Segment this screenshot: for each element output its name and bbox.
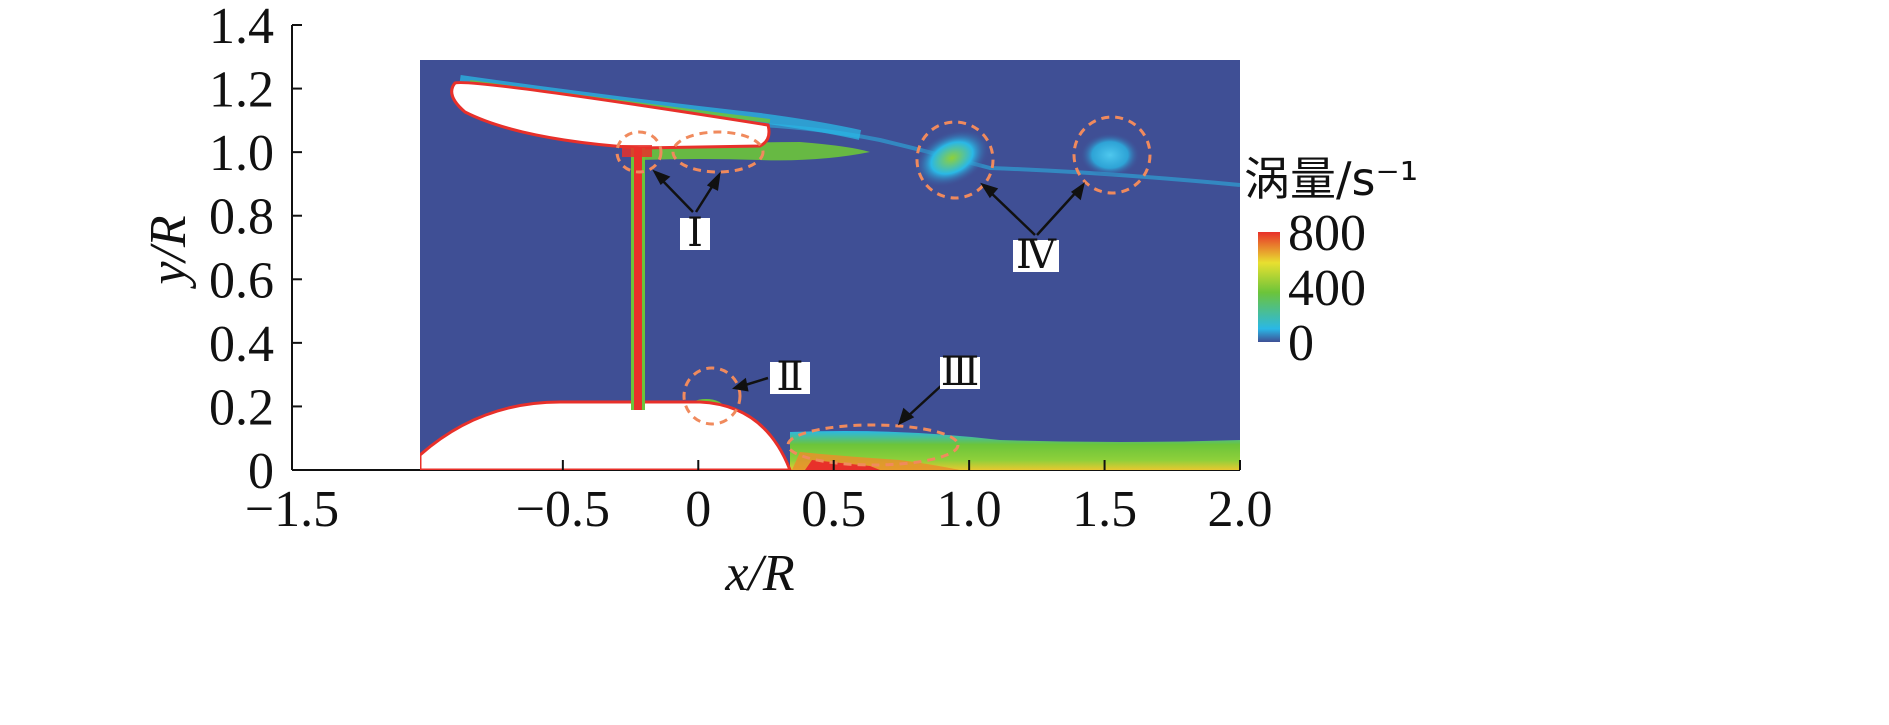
y-tick-label: 0.8: [209, 189, 274, 246]
y-tick-label: 1.2: [209, 62, 274, 119]
annotation-label-II: Ⅱ: [776, 354, 803, 399]
colorbar-tick-label: 400: [1288, 260, 1366, 317]
annotation-label-I: Ⅰ: [687, 210, 703, 255]
annotation-circle-IV-a: [915, 120, 995, 200]
colorbar-tick-label: 0: [1288, 315, 1314, 372]
y-tick-label: 0: [248, 443, 274, 500]
annotation-circle-III: [786, 423, 960, 467]
annotation-arrows: [652, 169, 1085, 426]
x-tick-label: 2.0: [1208, 481, 1273, 538]
y-axis-label: y/R: [140, 215, 197, 289]
colorbar-title: 涡量/s⁻¹: [1244, 152, 1418, 206]
x-tick-label: 1.0: [937, 481, 1002, 538]
y-tick-label: 0.6: [209, 252, 274, 309]
ground-wake: [790, 431, 1240, 470]
y-tick-label: 0.2: [209, 379, 274, 436]
vortex-1: [914, 128, 990, 188]
y-tick-label: 0.4: [209, 316, 274, 373]
annotation-label-III: Ⅲ: [941, 349, 980, 394]
x-tick-label: −1.5: [245, 481, 339, 538]
annotation-labels: Ⅰ Ⅱ Ⅲ Ⅳ: [680, 210, 1059, 399]
colorbar-tick-label: 800: [1288, 205, 1366, 262]
stalk: [634, 148, 642, 410]
stalk-root-hot: [622, 145, 652, 157]
x-axis-label: x/R: [724, 545, 794, 602]
x-tick-label: 1.5: [1072, 481, 1137, 538]
y-tick-label: 1.0: [209, 125, 274, 182]
canopy-body: [450, 81, 771, 150]
annotation-circle-IV-b: [1072, 115, 1152, 195]
vorticity-field: [420, 60, 1240, 470]
y-axis-ticks: 0 0.2 0.4 0.6 0.8 1.0 1.2 1.4: [209, 0, 302, 500]
annotation-circles: [615, 115, 1152, 467]
annotation-label-IV: Ⅳ: [1016, 232, 1057, 277]
ground-wake-core: [805, 460, 880, 470]
x-tick-label: 0: [685, 481, 711, 538]
annotation-circle-I-a: [615, 130, 663, 174]
x-axis-ticks: −1.5 −0.5 0 0.5 1.0 1.5 2.0: [245, 460, 1273, 538]
annotation-circle-I-b: [671, 130, 765, 174]
annotation-circle-II: [682, 366, 742, 426]
y-tick-label: 1.4: [209, 0, 274, 55]
colorbar-gradient: [1258, 232, 1280, 342]
x-tick-label: −0.5: [516, 481, 610, 538]
x-tick-label: 0.5: [801, 481, 866, 538]
vortex-2: [1080, 133, 1140, 177]
